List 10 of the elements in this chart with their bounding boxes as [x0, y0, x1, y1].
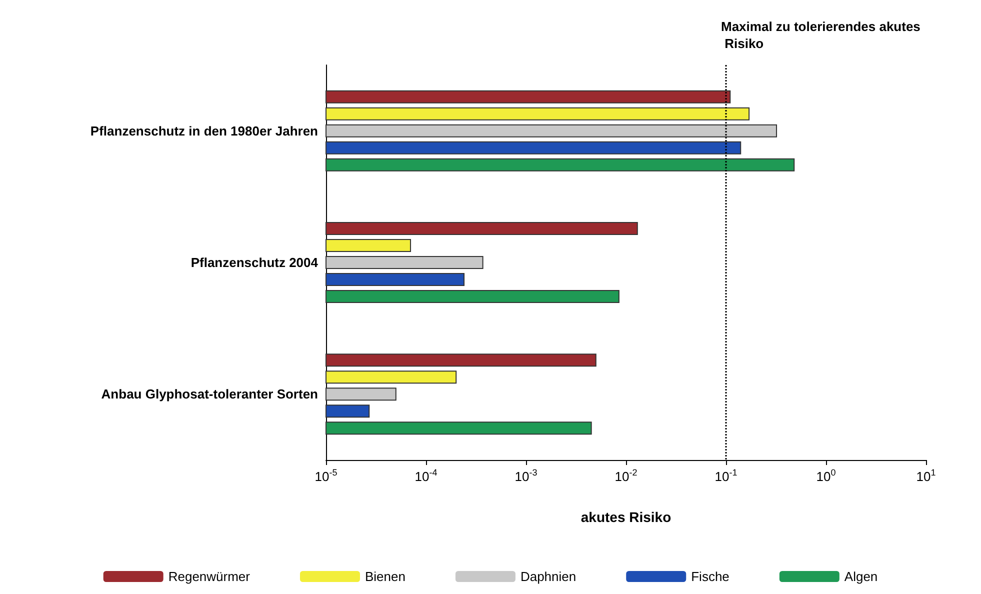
y-tick-label: Pflanzenschutz in den 1980er Jahren	[90, 123, 318, 138]
legend-label: Daphnien	[520, 569, 576, 584]
x-axis-title: akutes Risiko	[580, 509, 672, 525]
legend-label: Bienen	[364, 569, 406, 584]
legend-label: Regenwürmer	[168, 569, 251, 584]
legend-label: Algen	[844, 569, 878, 584]
y-tick-label: Pflanzenschutz 2004	[190, 255, 319, 270]
y-tick-label: Anbau Glyphosat-toleranter Sorten	[101, 386, 318, 402]
ref-line-label: Maximal zu tolerierendes akutes Risiko	[721, 19, 920, 51]
legend-label: Fische	[691, 569, 730, 584]
